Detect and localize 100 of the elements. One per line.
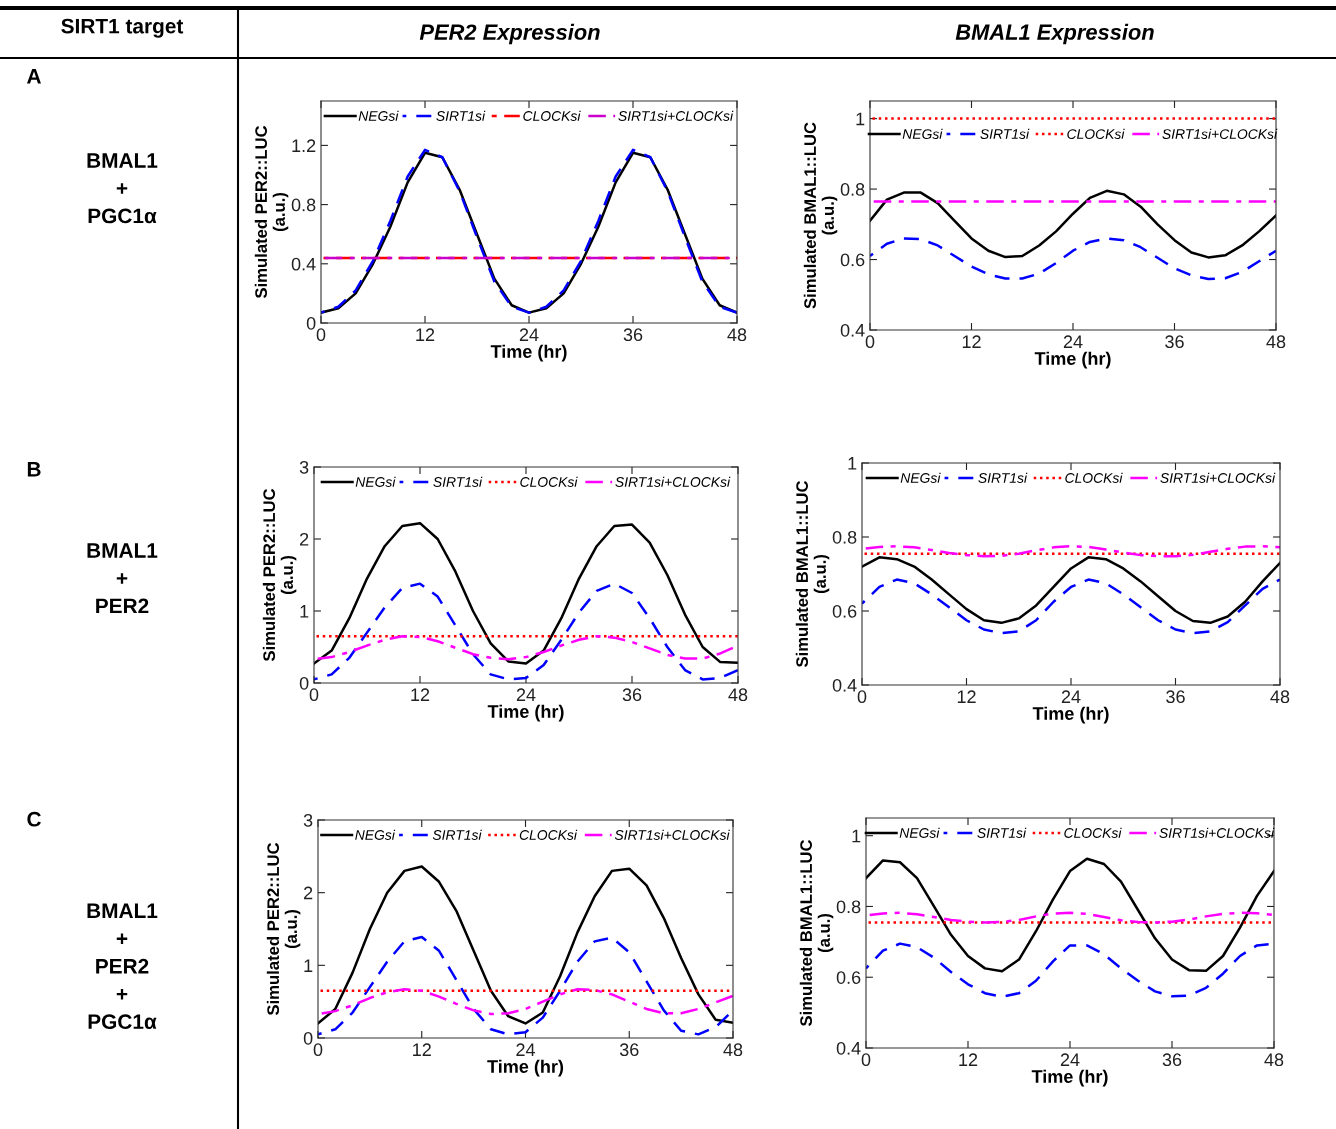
x-tick-label: 12: [962, 335, 981, 348]
text: SIRT1 target: [61, 18, 184, 38]
text: BMAL1 + PGC1α: [87, 153, 158, 224]
x-axis-title: Time (hr): [490, 344, 567, 362]
legend-label: SIRT1si+CLOCKsi: [615, 476, 731, 487]
x-tick-label: 0: [316, 328, 326, 342]
y-tick-label: 1: [300, 605, 309, 618]
x-tick-label: 24: [1061, 690, 1081, 703]
line-series: [862, 556, 1280, 625]
x-axis-title: Time (hr): [487, 704, 564, 722]
legend-label: SIRT1si+CLOCKsi: [1160, 472, 1276, 483]
legend-label: CLOCKsi: [1064, 827, 1122, 838]
x-tick-label: 24: [1063, 335, 1083, 348]
legend-label: SIRT1si: [436, 110, 486, 121]
line-series: [314, 521, 738, 665]
line-series: [318, 865, 733, 1025]
y-axis-title: Simulated PER2::LUC (a.u.): [266, 842, 301, 1016]
x-tick-label: 24: [1060, 1053, 1080, 1066]
x-tick-label: 36: [1162, 1053, 1182, 1067]
y-tick-label: 1: [852, 829, 861, 843]
y-tick-label: 0: [303, 1031, 313, 1045]
x-tick-label: 48: [1266, 335, 1286, 349]
y-tick-label: 0.6: [832, 604, 857, 618]
y-tick-label: 3: [303, 813, 313, 827]
x-tick-label: 36: [623, 328, 643, 342]
x-tick-label: 36: [1166, 690, 1185, 704]
x-tick-label: 0: [865, 335, 875, 349]
line-series: [866, 857, 1274, 973]
text: BMAL1 + PER2 + PGC1α: [87, 903, 158, 1030]
x-tick-label: 48: [1264, 1053, 1284, 1067]
x-tick-label: 36: [622, 688, 642, 702]
text: B: [27, 462, 41, 477]
legend-label: NEGsi: [902, 128, 943, 139]
y-tick-label: 0.4: [836, 1041, 861, 1055]
y-axis-title: Simulated PER2::LUC (a.u.): [262, 488, 297, 662]
x-axis-title: Time (hr): [1034, 351, 1111, 369]
legend-label: SIRT1si+CLOCKsi: [1159, 827, 1275, 838]
x-tick-label: 48: [727, 328, 747, 342]
y-tick-label: 0: [306, 316, 316, 330]
legend-label: SIRT1si+CLOCKsi: [1162, 128, 1278, 139]
text: BMAL1 Expression: [955, 23, 1154, 45]
legend-label: NEGsi: [900, 472, 941, 483]
line-series: [862, 578, 1280, 635]
legend-label: NEGsi: [355, 476, 396, 487]
x-axis-title: Time (hr): [1031, 1069, 1108, 1087]
x-tick-label: 12: [959, 1053, 978, 1066]
y-tick-label: 0.6: [836, 971, 861, 984]
y-tick-label: 2: [304, 886, 313, 900]
y-tick-label: 0: [299, 676, 309, 690]
y-tick-label: 1: [856, 112, 865, 126]
x-axis-title: Time (hr): [1032, 706, 1109, 724]
y-tick-label: 0.8: [832, 530, 857, 544]
text: A: [26, 69, 41, 84]
legend-label: SIRT1si+CLOCKsi: [614, 829, 730, 840]
legend-label: SIRT1si: [978, 472, 1028, 483]
y-tick-label: 0.4: [840, 323, 865, 337]
x-tick-label: 12: [416, 328, 435, 341]
legend-label: CLOCKsi: [523, 110, 581, 121]
y-tick-label: 3: [299, 460, 309, 474]
y-axis-title: Simulated BMAL1::LUC (a.u.): [799, 839, 834, 1027]
x-tick-label: 48: [728, 688, 748, 702]
line-series: [870, 189, 1276, 259]
legend-label: CLOCKsi: [1065, 472, 1123, 483]
y-tick-label: 1: [848, 457, 857, 470]
legend-label: SIRT1si: [433, 476, 483, 487]
text: BMAL1 + PER2: [87, 543, 158, 614]
y-tick-label: 1: [304, 959, 313, 972]
text: PER2 Expression: [419, 23, 600, 45]
text: C: [27, 811, 41, 827]
x-tick-label: 12: [411, 688, 430, 701]
x-tick-label: 24: [516, 1043, 536, 1056]
legend-label: SIRT1si+CLOCKsi: [618, 110, 734, 121]
y-tick-label: 0.8: [836, 900, 861, 914]
legend-label: NEGsi: [355, 829, 396, 840]
legend-label: CLOCKsi: [1067, 128, 1125, 139]
y-axis-title: Simulated PER2::LUC (a.u.): [254, 125, 289, 299]
y-tick-label: 0.8: [840, 183, 865, 196]
x-tick-label: 48: [723, 1043, 743, 1057]
legend-label: CLOCKsi: [520, 476, 578, 487]
y-tick-label: 2: [300, 532, 309, 546]
y-axis-title: Simulated BMAL1::LUC (a.u.): [795, 480, 830, 668]
line-series: [870, 237, 1276, 281]
x-tick-label: 12: [413, 1043, 431, 1056]
y-tick-label: 0.6: [840, 253, 865, 267]
x-tick-label: 36: [1165, 335, 1184, 349]
legend-label: NEGsi: [899, 827, 940, 838]
x-tick-label: 36: [619, 1043, 639, 1057]
x-tick-label: 48: [1270, 690, 1290, 704]
y-tick-label: 1.2: [292, 139, 316, 152]
y-tick-label: 0.4: [291, 257, 316, 271]
x-tick-label: 12: [957, 690, 976, 703]
y-tick-label: 0.4: [832, 678, 857, 692]
legend-label: NEGsi: [358, 110, 399, 121]
legend-label: SIRT1si: [432, 829, 482, 840]
legend-label: SIRT1si: [977, 827, 1027, 838]
x-tick-label: 24: [516, 688, 536, 701]
x-axis-title: Time (hr): [487, 1059, 564, 1077]
y-tick-label: 0.8: [291, 198, 316, 212]
x-tick-label: 24: [519, 328, 539, 341]
y-axis-title: Simulated BMAL1::LUC (a.u.): [803, 122, 838, 309]
